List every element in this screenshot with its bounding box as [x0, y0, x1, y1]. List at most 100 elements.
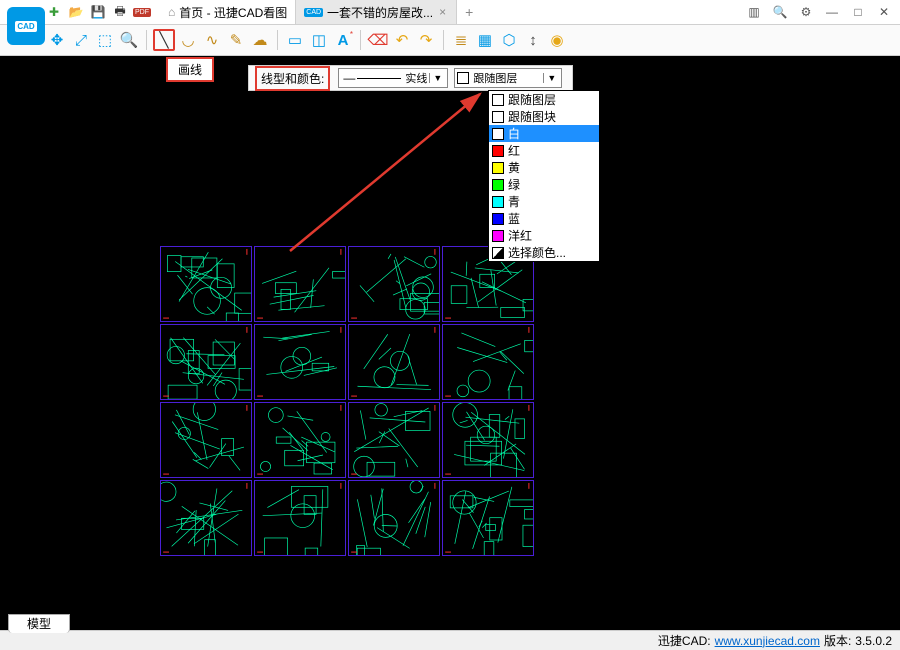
redo-icon[interactable]: ↷	[415, 29, 437, 51]
color-option[interactable]: 跟随图块	[489, 108, 599, 125]
status-version: 3.5.0.2	[855, 634, 892, 648]
color-swatch-icon	[492, 111, 504, 123]
model-tab[interactable]: 模型	[8, 614, 70, 633]
tab-file[interactable]: CAD 一套不错的房屋改... ×	[296, 0, 457, 24]
chevron-down-icon: ▼	[543, 73, 559, 83]
color-swatch-icon	[492, 213, 504, 225]
zoom-extents-icon[interactable]: ⤢	[70, 29, 92, 51]
settings-button[interactable]: ⚙	[798, 4, 814, 20]
drawing-cell	[160, 480, 252, 556]
status-bar: 迅捷CAD: www.xunjiecad.com 版本: 3.5.0.2	[0, 630, 900, 650]
print-icon[interactable]: 🖶	[112, 4, 128, 20]
layers-button[interactable]: ▥	[746, 4, 762, 20]
color-option-label: 白	[508, 125, 520, 142]
open-file-icon[interactable]: 📂	[68, 4, 84, 20]
app-logo: CAD	[7, 7, 45, 45]
drawing-cell	[442, 324, 534, 400]
undo-icon[interactable]: ↶	[391, 29, 413, 51]
line-icon[interactable]: ╲	[153, 29, 175, 51]
main-toolbar: ✥⤢⬚🔍 ╲◡∿✎☁ ▭◫A* ⌫↶↷ ≣▦⬡↕◉	[0, 25, 900, 56]
drawing-cell	[254, 480, 346, 556]
zoom-window-icon[interactable]: ⬚	[94, 29, 116, 51]
cad-file-icon: CAD	[304, 8, 323, 17]
erase-icon[interactable]: ⌫	[367, 29, 389, 51]
color-option-label: 洋红	[508, 227, 532, 244]
maximize-button[interactable]: □	[850, 4, 866, 20]
line-tooltip: 画线	[166, 57, 214, 82]
color-option[interactable]: 青	[489, 193, 599, 210]
color-option[interactable]: 绿	[489, 176, 599, 193]
cloud-icon[interactable]: ☁	[249, 29, 271, 51]
linetype-combo[interactable]: — 实线 ▼	[338, 68, 448, 88]
search-button[interactable]: 🔍	[772, 4, 788, 20]
drawing-thumbnails	[160, 246, 534, 556]
color-option-label: 绿	[508, 176, 520, 193]
color-option-label: 青	[508, 193, 520, 210]
text-icon[interactable]: A*	[332, 29, 354, 51]
pan-icon[interactable]: ✥	[46, 29, 68, 51]
color-option-label: 红	[508, 142, 520, 159]
color-swatch-icon	[492, 230, 504, 242]
color-dropdown[interactable]: 跟随图层跟随图块白红黄绿青蓝洋红选择颜色...	[488, 90, 600, 262]
status-url-link[interactable]: www.xunjiecad.com	[715, 634, 820, 648]
color-icon[interactable]: ◉	[546, 29, 568, 51]
polyline-icon[interactable]: ∿	[201, 29, 223, 51]
block-icon[interactable]: ▦	[474, 29, 496, 51]
tab-new-button[interactable]: +	[457, 4, 481, 20]
status-version-label: 版本:	[824, 632, 851, 649]
chevron-down-icon: ▼	[429, 73, 445, 83]
edit-icon[interactable]: ✎	[225, 29, 247, 51]
drawing-cell	[254, 324, 346, 400]
layer-icon[interactable]: ≣	[450, 29, 472, 51]
drawing-cell	[160, 402, 252, 478]
color-swatch-icon	[492, 179, 504, 191]
3d-icon[interactable]: ⬡	[498, 29, 520, 51]
drawing-cell	[254, 402, 346, 478]
color-option-label: 蓝	[508, 210, 520, 227]
drawing-cell	[348, 246, 440, 322]
drawing-cell	[442, 402, 534, 478]
drawing-cell	[160, 246, 252, 322]
color-option[interactable]: 蓝	[489, 210, 599, 227]
drawing-cell	[348, 402, 440, 478]
color-option[interactable]: 红	[489, 142, 599, 159]
zoom-icon[interactable]: 🔍	[118, 29, 140, 51]
color-selected: 跟随图层	[473, 70, 517, 86]
status-brand: 迅捷CAD:	[658, 632, 711, 649]
color-option[interactable]: 黄	[489, 159, 599, 176]
tab-home-label: 首页 - 迅捷CAD看图	[179, 4, 287, 21]
color-option[interactable]: 白	[489, 125, 599, 142]
color-option-label: 跟随图块	[508, 108, 556, 125]
color-swatch-icon	[492, 162, 504, 174]
sort-icon[interactable]: ↕	[522, 29, 544, 51]
color-option[interactable]: 洋红	[489, 227, 599, 244]
title-bar: ✚ 📂 💾 🖶 PDF ⌂ 首页 - 迅捷CAD看图 CAD 一套不错的房屋改... ×…	[0, 0, 900, 25]
linetype-color-bar: 线型和颜色: — 实线 ▼ 跟随图层 ▼	[248, 65, 573, 91]
color-swatch-icon	[492, 94, 504, 106]
drawing-cell	[254, 246, 346, 322]
color-option[interactable]: 选择颜色...	[489, 244, 599, 261]
color-swatch-icon	[492, 128, 504, 140]
save-icon[interactable]: 💾	[90, 4, 106, 20]
tab-home[interactable]: ⌂ 首页 - 迅捷CAD看图	[160, 0, 296, 24]
arc-icon[interactable]: ◡	[177, 29, 199, 51]
tab-file-label: 一套不错的房屋改...	[327, 4, 433, 21]
measure-icon[interactable]: ▭	[284, 29, 306, 51]
tab-close-button[interactable]: ×	[437, 5, 448, 19]
area-icon[interactable]: ◫	[308, 29, 330, 51]
color-option-label: 选择颜色...	[508, 244, 566, 261]
color-option[interactable]: 跟随图层	[489, 91, 599, 108]
new-file-icon[interactable]: ✚	[46, 4, 62, 20]
color-swatch-icon	[492, 247, 504, 259]
color-option-label: 黄	[508, 159, 520, 176]
color-option-label: 跟随图层	[508, 91, 556, 108]
drawing-cell	[160, 324, 252, 400]
propbar-label: 线型和颜色:	[255, 66, 330, 91]
minimize-button[interactable]: —	[824, 4, 840, 20]
close-button[interactable]: ✕	[876, 4, 892, 20]
drawing-cell	[442, 480, 534, 556]
color-swatch-icon	[492, 145, 504, 157]
drawing-canvas[interactable]	[0, 56, 900, 630]
color-combo[interactable]: 跟随图层 ▼	[454, 68, 562, 88]
export-pdf-icon[interactable]: PDF	[134, 4, 150, 20]
